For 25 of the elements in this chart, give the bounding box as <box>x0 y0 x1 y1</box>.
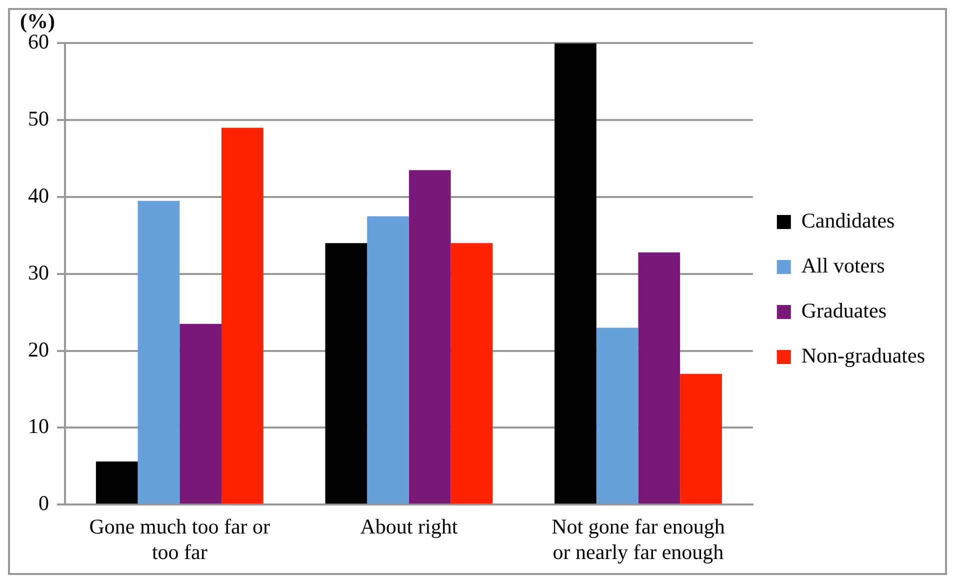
y-tick-label: 20 <box>28 337 49 362</box>
bar <box>408 170 451 504</box>
bar <box>367 216 409 504</box>
legend-label: Graduates <box>801 298 887 323</box>
bar <box>96 462 138 504</box>
x-tick-label: About right <box>360 514 458 539</box>
bar <box>221 128 264 504</box>
bar <box>554 43 596 504</box>
y-tick-label: 30 <box>28 260 49 284</box>
bar <box>638 252 680 504</box>
legend-label: Candidates <box>801 208 895 233</box>
bar <box>680 374 722 504</box>
y-tick-label: 40 <box>28 184 49 208</box>
legend-label: Non-graduates <box>801 344 926 368</box>
bar <box>596 328 638 504</box>
bar <box>138 200 180 504</box>
bar <box>325 243 368 504</box>
legend-label: All voters <box>801 254 885 278</box>
bar <box>180 324 222 504</box>
bar <box>450 243 493 504</box>
y-tick-label: 0 <box>38 491 49 516</box>
y-tick-label: 50 <box>28 106 49 131</box>
x-tick-label: Gone much too far or too far <box>89 514 270 564</box>
x-tick-label: Not gone far enough or nearly far enough <box>552 514 726 564</box>
y-tick-label: 10 <box>28 414 49 438</box>
